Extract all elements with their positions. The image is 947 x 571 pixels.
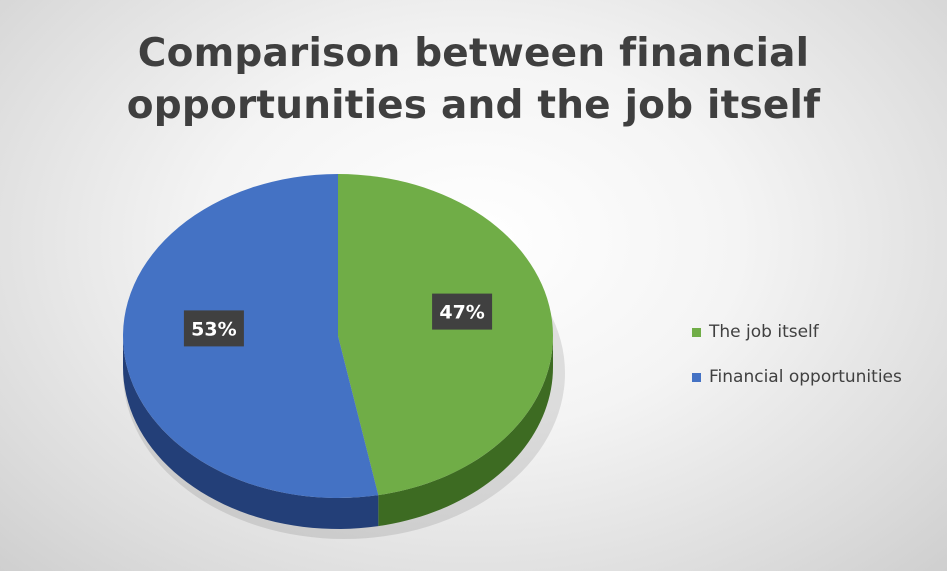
legend: The job itself Financial opportunities <box>692 320 902 410</box>
data-label-1: 53% <box>183 310 244 347</box>
data-label-box-0 <box>432 293 493 330</box>
data-label-box-1 <box>183 310 244 347</box>
legend-label-job: The job itself <box>709 322 819 342</box>
chart-title-line-2: opportunities and the job itself <box>126 83 821 128</box>
legend-swatch-financial <box>692 372 701 382</box>
pie-side-0 <box>378 336 553 527</box>
chart-title-line-1: Comparison between financial <box>137 31 810 76</box>
pie-slice-0 <box>338 174 553 496</box>
pie-slice-1 <box>122 174 379 498</box>
data-label-text-0: 47% <box>439 302 484 324</box>
data-label-0: 47% <box>432 293 493 330</box>
legend-item-job: The job itself <box>692 320 902 344</box>
legend-item-financial: Financial opportunities <box>692 365 902 389</box>
pie-side-1 <box>123 336 379 529</box>
data-label-text-1: 53% <box>191 318 236 340</box>
chart-title: Comparison between financial opportuniti… <box>0 28 947 132</box>
legend-label-financial: Financial opportunities <box>709 367 902 387</box>
legend-swatch-job <box>692 327 701 337</box>
